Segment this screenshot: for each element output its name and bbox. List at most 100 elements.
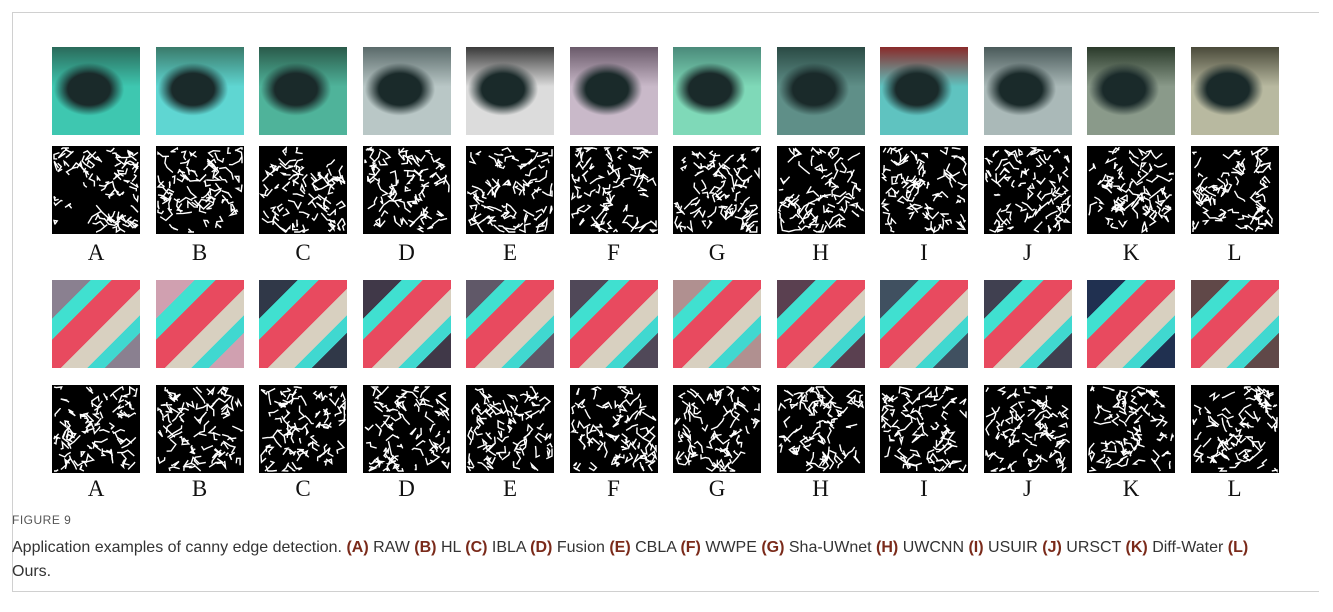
edge-map <box>777 385 865 473</box>
edge-map <box>259 146 347 234</box>
caption-text: Ours. <box>12 563 51 580</box>
edge-line <box>297 220 298 227</box>
caption-panel-ref: (B) <box>414 539 436 556</box>
figure-caption: Application examples of canny edge detec… <box>12 536 1262 584</box>
caption-text: RAW <box>369 539 415 556</box>
panel-label: D <box>363 476 451 502</box>
coral-image <box>363 280 451 368</box>
edge-map <box>363 385 451 473</box>
caption-panel-ref: (J) <box>1042 539 1062 556</box>
coral-image <box>673 280 761 368</box>
coral-image <box>1191 280 1279 368</box>
edge-map <box>1191 146 1279 234</box>
panel-label: D <box>363 240 451 266</box>
edge-map <box>1087 385 1175 473</box>
fish-image <box>1087 47 1175 135</box>
figure-label: FIGURE 9 <box>12 513 71 527</box>
caption-panel-ref: (L) <box>1228 539 1248 556</box>
panel-label: A <box>52 240 140 266</box>
panel-label: F <box>570 476 658 502</box>
panel-label: G <box>673 240 761 266</box>
edge-map <box>156 146 244 234</box>
caption-panel-ref: (I) <box>968 539 983 556</box>
edge-map <box>156 385 244 473</box>
panel-label: L <box>1191 240 1279 266</box>
fish-image <box>363 47 451 135</box>
coral-image <box>984 280 1072 368</box>
edge-map <box>673 385 761 473</box>
panel-label: F <box>570 240 658 266</box>
edge-map <box>363 146 451 234</box>
coral-image <box>1087 280 1175 368</box>
caption-panel-ref: (D) <box>530 539 552 556</box>
coral-image <box>570 280 658 368</box>
caption-panel-ref: (A) <box>346 539 368 556</box>
edge-map <box>984 146 1072 234</box>
caption-panel-ref: (F) <box>680 539 700 556</box>
panel-label: H <box>777 476 865 502</box>
caption-panel-ref: (H) <box>876 539 898 556</box>
edge-line <box>169 181 170 188</box>
edge-map <box>466 385 554 473</box>
panel-label: C <box>259 240 347 266</box>
edge-map <box>52 146 140 234</box>
panel-label: H <box>777 240 865 266</box>
fish-image <box>156 47 244 135</box>
fish-image <box>777 47 865 135</box>
caption-text: Diff-Water <box>1148 539 1228 556</box>
caption-panel-ref: (K) <box>1126 539 1148 556</box>
edge-map <box>259 385 347 473</box>
caption-text: UWCNN <box>898 539 968 556</box>
panel-label: J <box>984 476 1072 502</box>
caption-text: CBLA <box>631 539 681 556</box>
fish-image <box>259 47 347 135</box>
caption-panel-ref: (C) <box>465 539 487 556</box>
fish-image <box>52 47 140 135</box>
panel-label: E <box>466 476 554 502</box>
panel-label: K <box>1087 240 1175 266</box>
coral-image <box>880 280 968 368</box>
panel-label: B <box>156 240 244 266</box>
edge-map <box>880 146 968 234</box>
edge-line <box>408 201 416 202</box>
caption-text: Application examples of canny edge detec… <box>12 539 346 556</box>
panel-label: E <box>466 240 554 266</box>
caption-text: Fusion <box>552 539 609 556</box>
coral-image <box>52 280 140 368</box>
panel-label: K <box>1087 476 1175 502</box>
edge-line <box>1170 461 1171 469</box>
edge-map <box>570 385 658 473</box>
edge-map <box>1087 146 1175 234</box>
caption-panel-ref: (G) <box>761 539 784 556</box>
fish-image <box>880 47 968 135</box>
edge-line <box>1169 173 1173 175</box>
caption-text: URSCT <box>1062 539 1126 556</box>
panel-label: I <box>880 240 968 266</box>
edge-map <box>570 146 658 234</box>
edge-map <box>1191 385 1279 473</box>
edge-map <box>52 385 140 473</box>
edge-map <box>777 146 865 234</box>
caption-text: USUIR <box>984 539 1043 556</box>
caption-text: Sha-UWnet <box>784 539 876 556</box>
edge-map <box>984 385 1072 473</box>
panel-label: J <box>984 240 1072 266</box>
edge-line <box>514 414 524 415</box>
fish-image <box>673 47 761 135</box>
coral-image <box>777 280 865 368</box>
edge-map <box>466 146 554 234</box>
fish-image <box>984 47 1072 135</box>
panel-label: L <box>1191 476 1279 502</box>
page: FIGURE 9 Application examples of canny e… <box>0 0 1333 612</box>
fish-image <box>466 47 554 135</box>
fish-image <box>570 47 658 135</box>
panel-label: C <box>259 476 347 502</box>
coral-image <box>259 280 347 368</box>
caption-text: HL <box>437 539 466 556</box>
edge-map <box>673 146 761 234</box>
coral-image <box>466 280 554 368</box>
panel-label: G <box>673 476 761 502</box>
panel-label: A <box>52 476 140 502</box>
edge-line <box>681 435 683 437</box>
panel-label: I <box>880 476 968 502</box>
